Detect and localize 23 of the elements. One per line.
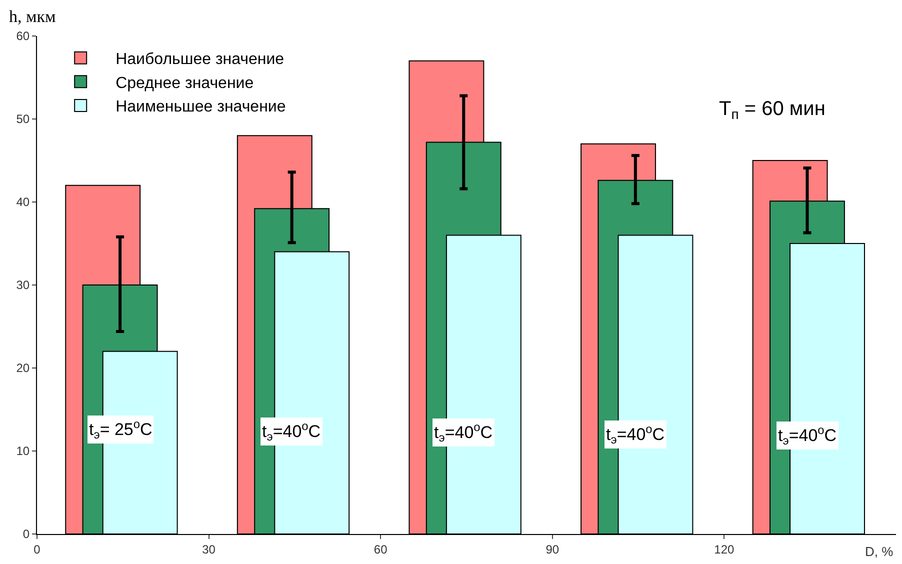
y-tick-label: 10: [16, 444, 30, 458]
x-tick-label: 30: [202, 542, 216, 556]
y-tick-label: 40: [16, 195, 30, 210]
x-tick-label: 90: [546, 542, 560, 556]
legend-label: Среднее значение: [116, 74, 254, 92]
x-tick-label: 0: [34, 542, 41, 556]
x-tick-label: 120: [714, 542, 735, 556]
y-tick-label: 20: [16, 361, 30, 376]
legend-label: Наибольшее значение: [116, 51, 284, 68]
x-axis-title: D, %: [865, 544, 894, 559]
y-tick-label: 50: [16, 112, 30, 126]
y-tick-label: 30: [16, 278, 30, 292]
annotation: t$_{э}$=40$^{o}$C: [778, 423, 837, 448]
annotation: t$_{э}$=40$^{o}$C: [606, 422, 665, 447]
y-tick-label: 0: [22, 527, 30, 542]
annotation: t$_{э}$=40$^{o}$C: [434, 420, 493, 445]
legend-label: Наименьшее значение: [116, 98, 286, 116]
annotation: t$_{э}$= 25$^{o}$C: [89, 417, 152, 442]
y-tick-label: 60: [16, 29, 30, 44]
annotation: T$_{п}$ = 60 мин: [719, 98, 826, 122]
x-tick-label: 60: [374, 542, 388, 556]
annotation: t$_{э}$=40$^{o}$C: [262, 419, 321, 444]
y-axis-title: h, мкм: [9, 7, 56, 26]
